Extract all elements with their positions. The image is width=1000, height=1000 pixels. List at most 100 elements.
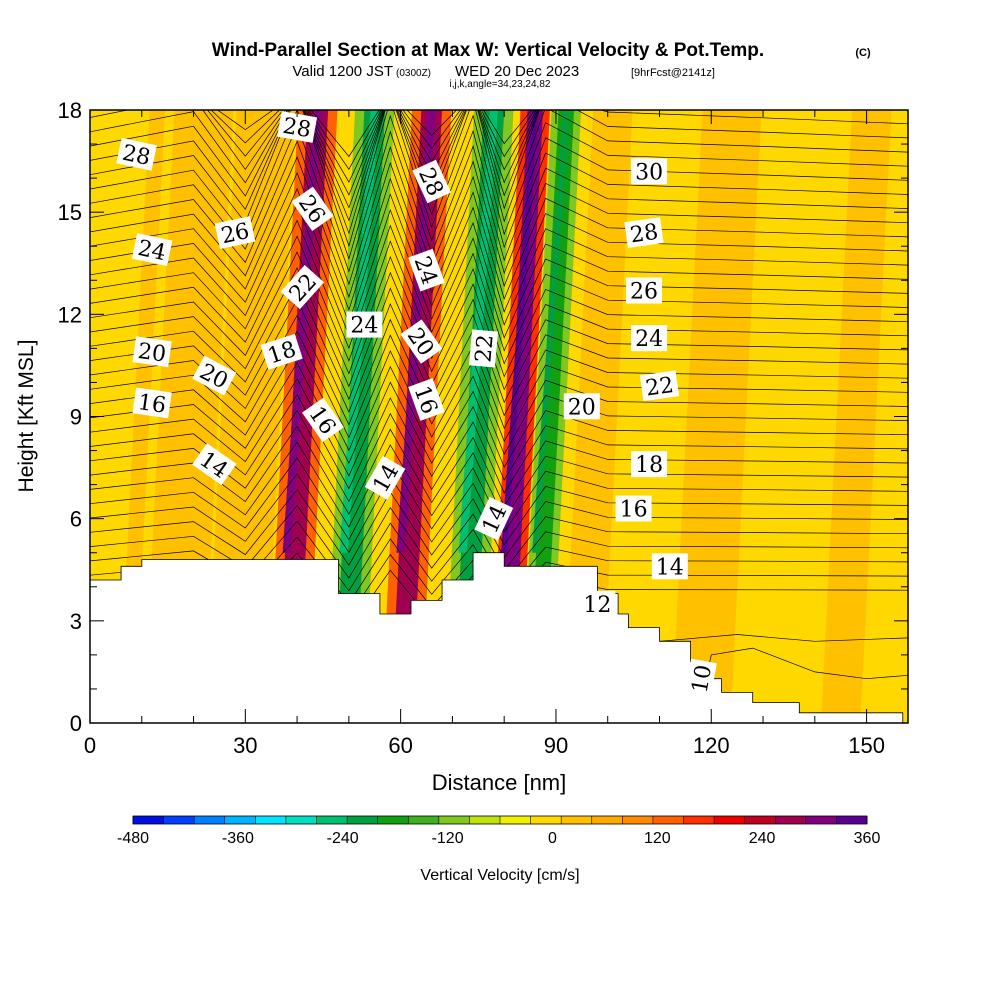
- colorbar-tick-label: 0: [548, 830, 557, 847]
- colorbar-swatch: [408, 816, 440, 824]
- colorbar-tick-label: 120: [644, 830, 671, 847]
- theta-label-text: 10: [688, 663, 717, 695]
- theta-contour: [90, 171, 908, 311]
- theta-label: 24: [131, 233, 173, 267]
- colorbar-swatch: [591, 816, 623, 824]
- theta-contour: [207, 110, 537, 183]
- theta-label: 10: [684, 658, 717, 699]
- subtitle-valid: Valid 1200 JST: [292, 63, 393, 80]
- theta-label: 16: [132, 387, 172, 419]
- theta-label-box: [214, 216, 256, 250]
- colorbar-swatch: [224, 816, 256, 824]
- theta-label: 16: [615, 495, 652, 523]
- theta-label-box: [116, 137, 157, 171]
- theta-label: 28: [277, 111, 318, 143]
- theta-label: 24: [408, 248, 445, 292]
- theta-label-text: 22: [644, 373, 675, 402]
- theta-label-box: [684, 658, 717, 699]
- theta-label-text: 28: [629, 220, 660, 249]
- theta-label-box: [192, 355, 237, 396]
- theta-label: 20: [132, 336, 172, 368]
- theta-contour: [90, 378, 908, 477]
- theta-label-box: [131, 233, 173, 267]
- colorbar-tick-label: -240: [327, 830, 359, 847]
- theta-contour: [90, 110, 908, 235]
- velocity-band: [333, 110, 386, 723]
- colorbar-swatch: [438, 816, 470, 824]
- colorbar-swatch: [805, 816, 837, 824]
- theta-label-box: [615, 495, 652, 522]
- theta-label-box: [132, 387, 172, 419]
- x-tick-label: 90: [544, 733, 568, 758]
- subtitle-utc: (0300Z): [396, 68, 431, 79]
- theta-label-box: [280, 265, 325, 310]
- y-tick-label: 0: [70, 711, 82, 736]
- theta-label-box: [631, 325, 668, 352]
- x-tick-label: 60: [388, 733, 412, 758]
- y-tick-label: 6: [70, 507, 82, 532]
- theta-label-text: 24: [350, 314, 378, 339]
- theta-label-text: 26: [219, 219, 252, 249]
- theta-label-text: 26: [630, 280, 658, 305]
- theta-label: 18: [260, 333, 303, 370]
- theta-label-box: [631, 158, 668, 185]
- theta-label-text: 28: [281, 114, 313, 143]
- theta-label: 22: [468, 329, 499, 368]
- colorbar-swatch: [347, 816, 379, 824]
- theta-label: 22: [639, 370, 680, 402]
- theta-contour: [90, 251, 908, 375]
- theta-contour: [210, 110, 535, 170]
- colorbar: -480 -360 -240 -120 0 120 240 360: [117, 815, 880, 847]
- theta-label-box: [192, 443, 237, 486]
- theta-label-text: 18: [635, 453, 663, 478]
- theta-label-box: [408, 378, 445, 421]
- theta-contour: [90, 394, 908, 490]
- subtitle-forecast: [9hrFcst@2141z]: [631, 67, 715, 79]
- theta-label-text: 22: [471, 333, 498, 363]
- axes: 0 30 60 90 120 150 0 3 6 9 12 15 18: [58, 98, 908, 758]
- velocity-band-core: [501, 110, 539, 553]
- theta-label-box: [651, 553, 688, 580]
- colorbar-swatch: [500, 816, 532, 824]
- theta-label-box: [400, 319, 443, 364]
- colorbar-swatch: [775, 816, 807, 824]
- theta-label: 26: [626, 277, 662, 305]
- theta-label-box: [639, 370, 680, 402]
- y-axis-label: Height [Kft MSL]: [15, 340, 38, 493]
- colorbar-swatch: [530, 816, 562, 824]
- colorbar-swatch: [285, 816, 317, 824]
- theta-label: 28: [116, 137, 157, 171]
- subtitle-date: WED 20 Dec 2023: [455, 63, 579, 80]
- x-axis-label: Distance [nm]: [432, 770, 567, 795]
- theta-label-box: [260, 333, 303, 370]
- colorbar-swatch: [469, 816, 501, 824]
- theta-contour: [90, 457, 908, 541]
- y-tick-label: 12: [58, 302, 82, 327]
- y-tick-label: 9: [70, 405, 82, 430]
- colorbar-swatch: [163, 816, 195, 824]
- theta-label-box: [346, 311, 383, 338]
- theta-label: 24: [631, 325, 668, 352]
- theta-label-box: [579, 590, 616, 617]
- colorbar-tick-label: -360: [222, 830, 254, 847]
- colorbar-swatch: [255, 816, 287, 824]
- colorbar-swatch: [836, 816, 868, 824]
- theta-contour: [90, 219, 908, 350]
- theta-label-box: [291, 186, 334, 232]
- colorbar-swatch: [622, 816, 654, 824]
- theta-label: 28: [624, 217, 664, 249]
- colorbar-swatch: [561, 816, 593, 824]
- colorbar-tick-label: -480: [117, 830, 149, 847]
- x-tick-label: 150: [848, 733, 885, 758]
- colorbar-swatch: [133, 816, 165, 824]
- theta-label-text: 20: [136, 339, 167, 368]
- theta-label: 12: [579, 590, 616, 618]
- chart-title-mark: (C): [855, 47, 871, 59]
- theta-label-text: 20: [568, 395, 596, 420]
- theta-label-text: 16: [620, 498, 648, 523]
- theta-label: 30: [631, 158, 668, 185]
- theta-contour: [216, 110, 533, 158]
- theta-label-text: 28: [120, 141, 153, 171]
- theta-label-box: [624, 217, 664, 248]
